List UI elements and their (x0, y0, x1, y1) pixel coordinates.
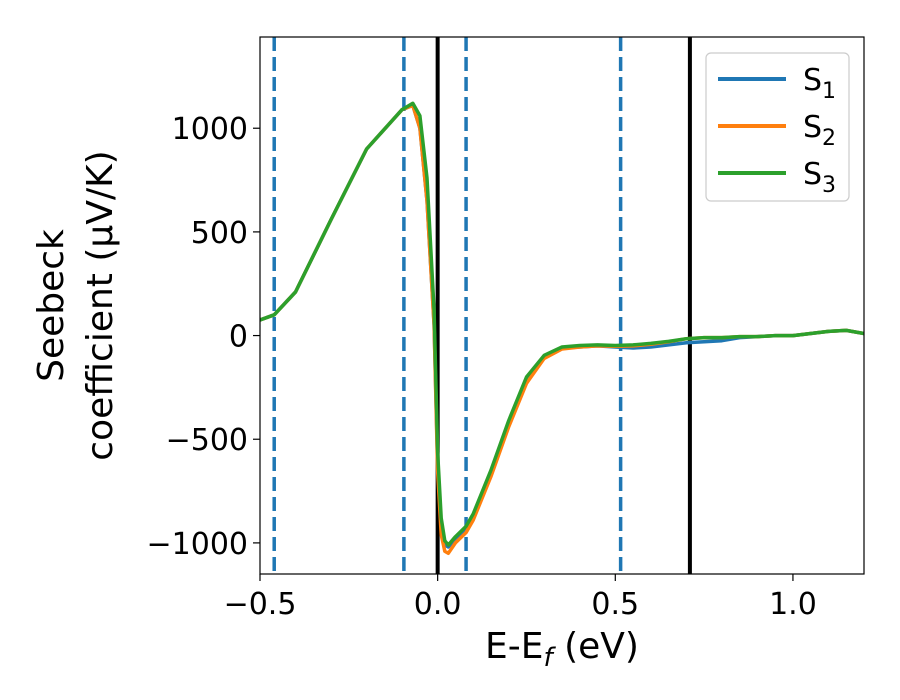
plot-frame (259, 36, 865, 575)
x-tick-label-0-5: −0.5 (224, 587, 297, 622)
y-tick-label-500: −500 (166, 423, 248, 458)
x-axis-label: E-Ef (eV) (485, 626, 639, 673)
series-lines (260, 101, 864, 556)
axis-ticks: −0.5 0.0 0.5 1.0 −1000 −500 0 500 1000 (147, 112, 817, 622)
y-axis-label-line1: Seebeck (31, 229, 72, 382)
legend-label-1: S1 (803, 63, 836, 104)
x-tick-label-0-5: 0.5 (591, 587, 639, 622)
x-tick-label-0: 0.0 (414, 587, 462, 622)
y-axis-label-line2: coefficient (μV/K) (80, 150, 121, 460)
y-tick-label-0: 0 (229, 320, 248, 355)
reference-lines (272, 37, 692, 574)
y-tick-label-1000: −1000 (147, 527, 248, 562)
legend-label-2: S2 (803, 110, 836, 151)
y-tick-label-500: 500 (191, 216, 248, 251)
y-tick-label-1000: 1000 (172, 112, 248, 147)
x-tick-label-1: 1.0 (769, 587, 817, 622)
legend-label-3: S3 (803, 157, 836, 198)
series-line-3 (260, 101, 864, 547)
legend: S1 S2 S3 (705, 52, 850, 202)
